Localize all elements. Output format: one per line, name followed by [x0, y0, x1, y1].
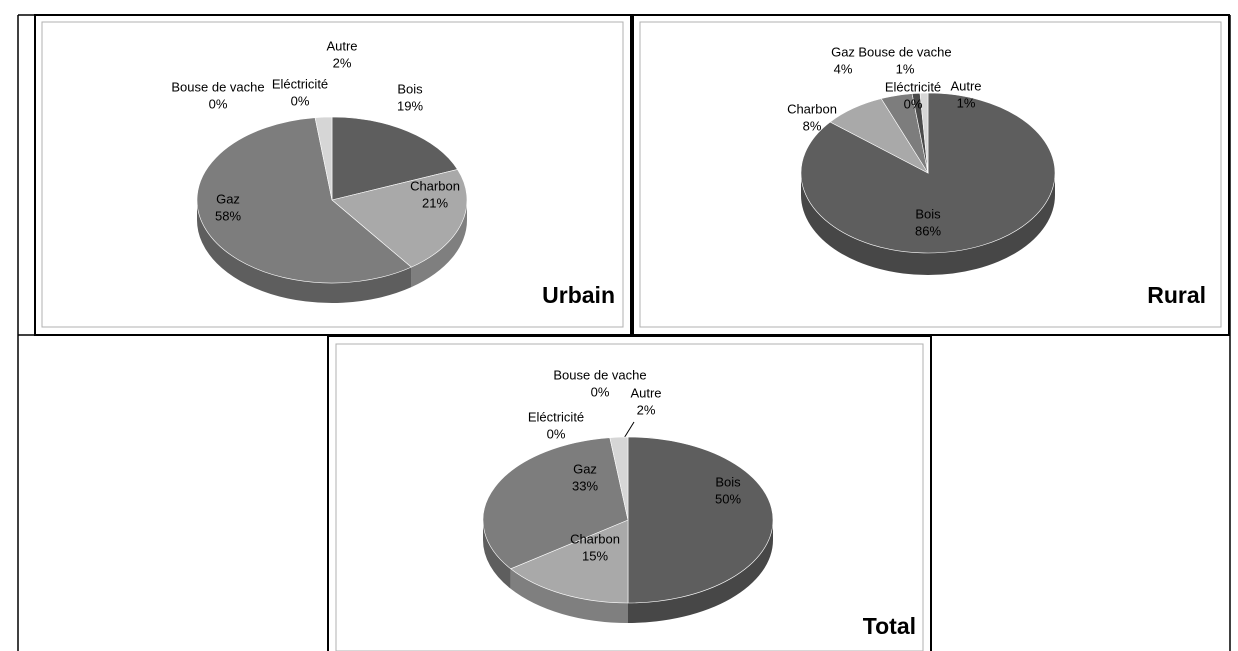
slice-label: Gaz [573, 461, 597, 476]
slice-value-label: 19% [397, 98, 423, 113]
slice-value-label: 0% [591, 384, 610, 399]
slice-label: Bois [915, 206, 941, 221]
pie-slice-side [483, 520, 511, 589]
pie-slice [196, 117, 412, 284]
slice-label: Charbon [570, 531, 620, 546]
slice-label: Eléctricité [885, 79, 941, 94]
slice-label: Bois [715, 474, 741, 489]
slice-value-label: 2% [333, 55, 352, 70]
chart-title: Urbain [542, 282, 615, 308]
pie-slice-side [411, 200, 467, 288]
pie-slice [510, 519, 629, 604]
pie-slice [482, 437, 629, 570]
slice-value-label: 0% [209, 96, 228, 111]
slice-value-label: 33% [572, 478, 598, 493]
slice-value-label: 8% [803, 118, 822, 133]
pie-slice [331, 116, 459, 201]
slice-value-label: 58% [215, 208, 241, 223]
slice-label: Bouse de vache [858, 44, 951, 59]
chart-title: Rural [1147, 282, 1206, 308]
pie-slice-side [801, 173, 1055, 275]
slice-value-label: 50% [715, 491, 741, 506]
pie-slice-side [510, 568, 628, 623]
slice-value-label: 4% [834, 61, 853, 76]
slice-label: Eléctricité [528, 409, 584, 424]
slice-label: Gaz [831, 44, 855, 59]
slice-label: Bois [397, 81, 423, 96]
pie-slice [627, 436, 774, 604]
chart-title: Total [863, 613, 916, 639]
slice-value-label: 1% [896, 61, 915, 76]
slice-value-label: 0% [291, 93, 310, 108]
slice-value-label: 1% [957, 95, 976, 110]
pie-slice-side [197, 200, 412, 303]
slice-label: Autre [630, 385, 661, 400]
slice-label: Bouse de vache [171, 79, 264, 94]
pie-slice [609, 436, 629, 521]
slice-value-label: 15% [582, 548, 608, 563]
pie-slice [331, 169, 468, 268]
slice-label: Gaz [216, 191, 240, 206]
slice-label: Autre [950, 78, 981, 93]
slice-value-label: 86% [915, 223, 941, 238]
slice-label: Charbon [787, 101, 837, 116]
pie-slice [919, 92, 929, 174]
panel-frame [327, 335, 932, 651]
slice-label: Eléctricité [272, 76, 328, 91]
slice-value-label: 0% [547, 426, 566, 441]
slice-value-label: 0% [904, 96, 923, 111]
pie-slice [314, 116, 333, 201]
slice-value-label: 21% [422, 195, 448, 210]
slice-label: Bouse de vache [553, 367, 646, 382]
slice-label: Autre [326, 38, 357, 53]
slice-label: Charbon [410, 178, 460, 193]
slice-value-label: 2% [637, 402, 656, 417]
pie-slice-side [628, 520, 773, 623]
